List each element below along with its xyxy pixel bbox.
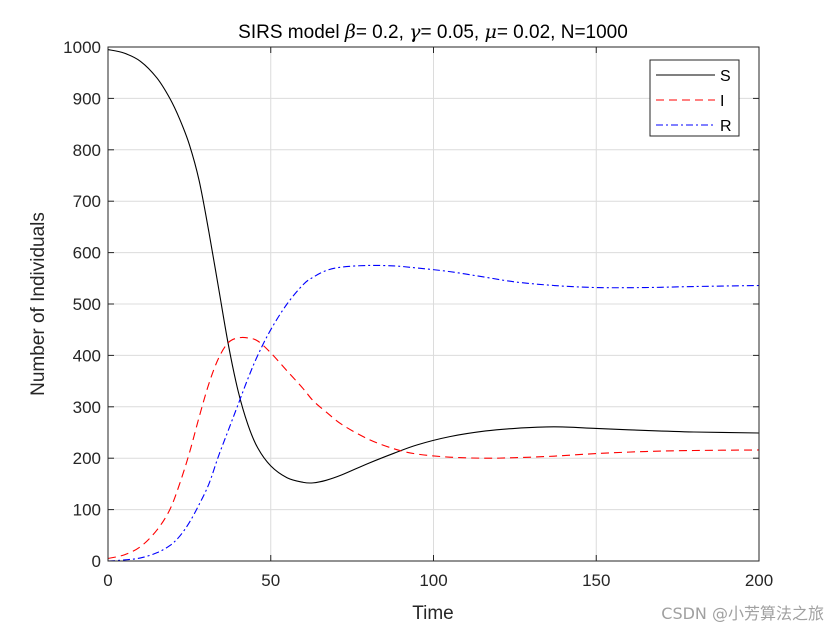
tick-marks [107, 46, 760, 562]
mu-symbol: μ [484, 21, 496, 43]
x-tick-label: 50 [261, 571, 280, 590]
gamma-value: = 0.05, [421, 22, 485, 43]
legend-label-I: I [720, 93, 724, 110]
y-tick-label: 0 [92, 552, 101, 571]
beta-symbol: β [344, 21, 356, 43]
x-tick-label: 200 [745, 571, 773, 590]
data-curves [107, 49, 760, 562]
y-tick-label: 700 [73, 192, 101, 211]
y-tick-label: 500 [73, 295, 101, 314]
beta-value: = 0.2, [356, 22, 409, 43]
series-S-line [107, 49, 760, 484]
y-tick-label: 800 [73, 141, 101, 160]
x-tick-label: 100 [419, 571, 447, 590]
title-prefix: SIRS model [238, 22, 345, 43]
x-tick-label: 0 [103, 571, 112, 590]
series-I-line [107, 336, 760, 559]
y-tick-label: 600 [73, 244, 101, 263]
y-tick-labels: 0 100 200 300 400 500 600 700 800 900 1000 [63, 38, 101, 571]
y-tick-label: 1000 [63, 38, 101, 57]
grid-lines [108, 47, 759, 561]
y-tick-label: 200 [73, 449, 101, 468]
gamma-symbol: γ [409, 21, 421, 43]
legend-box [649, 59, 740, 137]
y-axis-label: Number of Individuals [28, 212, 49, 396]
y-tick-label: 900 [73, 89, 101, 108]
x-tick-label: 150 [582, 571, 610, 590]
x-axis-label: Time [412, 603, 454, 624]
y-tick-label: 300 [73, 398, 101, 417]
x-tick-labels: 0 50 100 150 200 [103, 571, 773, 590]
legend-label-R: R [720, 118, 732, 135]
legend-label-S: S [720, 68, 731, 85]
watermark: CSDN @小芳算法之旅 [661, 604, 824, 623]
legend: SIR [649, 59, 740, 137]
mu-value: = 0.02, N=1000 [497, 22, 628, 43]
chart-title: SIRS model β= 0.2, γ= 0.05, μ= 0.02, N=1… [238, 21, 628, 43]
y-tick-label: 400 [73, 346, 101, 365]
y-tick-label: 100 [73, 501, 101, 520]
series-R-line [107, 264, 760, 562]
